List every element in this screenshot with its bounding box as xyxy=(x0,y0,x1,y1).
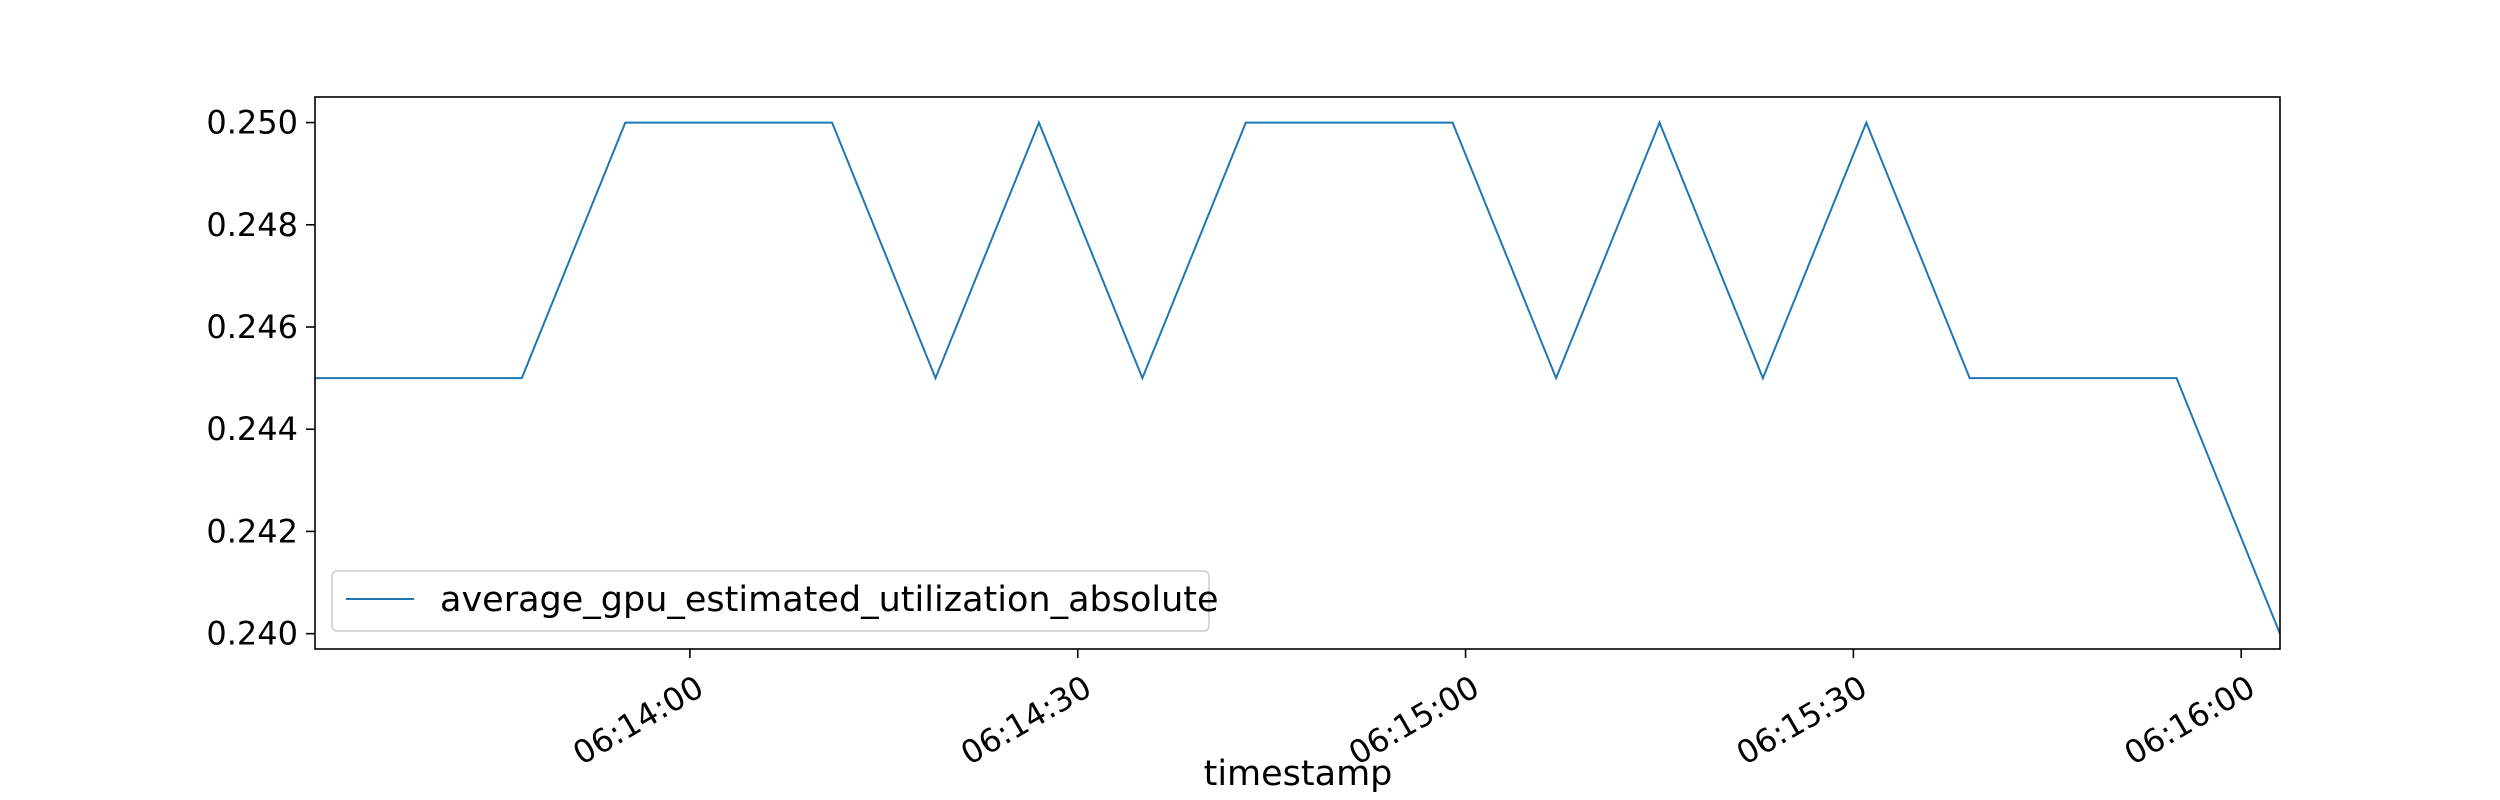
legend: average_gpu_estimated_utilization_absolu… xyxy=(331,570,1219,632)
series-line xyxy=(315,119,2281,635)
y-tick-label: 0.250 xyxy=(206,104,298,142)
series-layer xyxy=(315,119,2281,635)
x-tick-label: 06:14:30 xyxy=(954,668,1097,773)
x-tick-label: 06:15:30 xyxy=(1730,668,1873,773)
plot-area-frame xyxy=(314,96,2281,650)
y-tick-label: 0.248 xyxy=(206,206,298,244)
y-tick-label: 0.240 xyxy=(206,615,298,653)
y-tick-label: 0.242 xyxy=(206,512,298,550)
x-axis-label: timestamp xyxy=(1204,754,1393,794)
y-axis-ticks: 0.240 0.242 0.244 0.246 0.248 0.250 xyxy=(206,104,315,653)
x-tick-label: 06:14:00 xyxy=(566,668,709,773)
x-tick-label: 06:16:00 xyxy=(2118,668,2261,773)
y-tick-label: 0.244 xyxy=(206,410,298,448)
legend-label: average_gpu_estimated_utilization_absolu… xyxy=(440,580,1219,620)
y-tick-label: 0.246 xyxy=(206,308,298,346)
legend-box xyxy=(331,570,1210,632)
x-axis-ticks: 06:14:00 06:14:30 06:15:00 06:15:30 06:16:00 xyxy=(566,649,2261,773)
